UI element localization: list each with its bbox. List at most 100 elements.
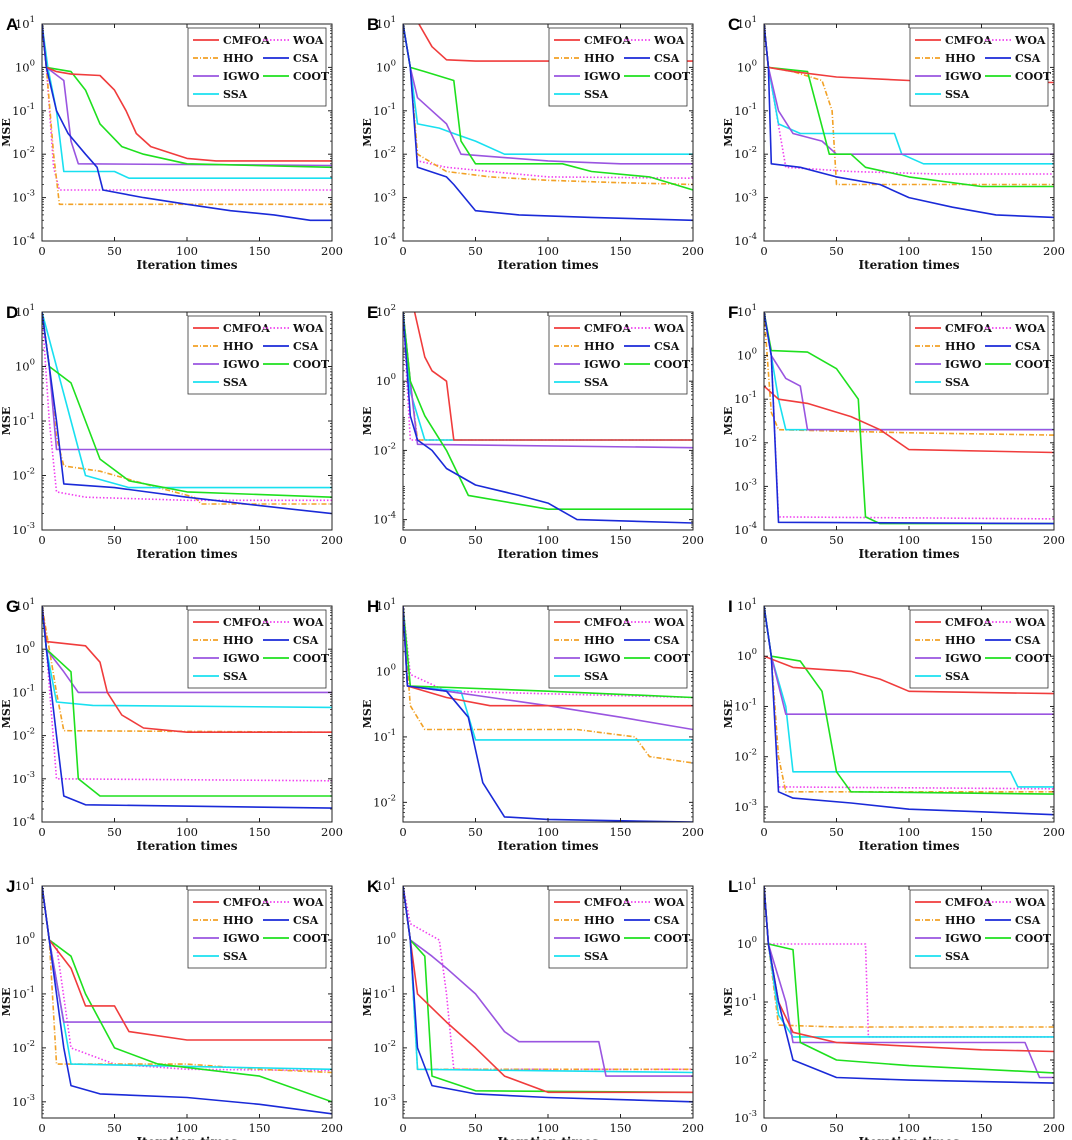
x-tick-label: 50 [829, 825, 844, 839]
legend-label-igwo: IGWO [945, 358, 982, 371]
legend-label-igwo: IGWO [223, 358, 260, 371]
series-line-hho [42, 24, 332, 206]
legend: CMFOA WOA HHO CSA IGWO COOT SSA [187, 609, 330, 689]
x-tick-label: 0 [399, 1121, 406, 1135]
legend-box [187, 27, 327, 107]
series-line-cmfoa [42, 24, 332, 162]
series-line-hho [42, 312, 332, 505]
series-line-hho [403, 606, 693, 764]
y-tick-label: 101 [737, 877, 757, 893]
panel-label: J [6, 877, 15, 896]
series-group [42, 24, 332, 222]
legend-label-coot: COOT [654, 358, 691, 371]
chart-panel-C: 0 50 100 150 200 10-4 10-3 10-2 10-1 100 101 Iterat… [722, 15, 1065, 272]
x-axis-label: Iteration times [136, 839, 237, 853]
x-tick-label: 150 [249, 825, 271, 839]
x-tick-label: 100 [537, 533, 559, 547]
series-group [403, 312, 693, 524]
series-line-csa [403, 886, 693, 1103]
x-axis-label: Iteration times [136, 1135, 237, 1140]
legend-box [909, 315, 1049, 395]
series-line-csa [42, 606, 332, 809]
legend-label-coot: COOT [1015, 358, 1052, 371]
legend: CMFOA WOA HHO CSA IGWO COOT SSA [548, 609, 691, 689]
series-line-csa [403, 24, 693, 222]
legend-label-csa: CSA [1015, 52, 1041, 65]
y-tick-label: 10-2 [734, 434, 757, 450]
x-tick-label: 50 [468, 1121, 483, 1135]
series-line-csa [42, 886, 332, 1115]
y-tick-label: 100 [737, 347, 757, 363]
legend-label-cmfoa: CMFOA [584, 896, 631, 909]
x-tick-label: 200 [1043, 244, 1065, 258]
chart-panel-B: 0 50 100 150 200 10-4 10-3 10-2 10-1 100 101 Iterat… [361, 15, 704, 272]
legend-label-igwo: IGWO [584, 652, 621, 665]
legend-label-hho: HHO [584, 914, 615, 927]
x-tick-label: 50 [468, 825, 483, 839]
y-tick-label: 10-4 [12, 813, 35, 829]
legend-label-igwo: IGWO [945, 652, 982, 665]
x-axis-label: Iteration times [136, 258, 237, 272]
x-tick-label: 100 [537, 825, 559, 839]
x-tick-label: 0 [38, 825, 45, 839]
y-tick-label: 10-2 [734, 145, 757, 161]
legend-label-woa: WOA [653, 896, 685, 909]
legend-label-csa: CSA [293, 340, 319, 353]
legend-label-cmfoa: CMFOA [945, 34, 992, 47]
legend-label-csa: CSA [293, 52, 319, 65]
y-tick-label: 101 [15, 303, 35, 319]
series-line-coot [42, 24, 332, 169]
legend-label-hho: HHO [223, 634, 254, 647]
legend-label-ssa: SSA [223, 376, 248, 389]
y-axis-label: MSE [722, 118, 735, 147]
legend-label-hho: HHO [223, 52, 254, 65]
x-tick-label: 50 [829, 1121, 844, 1135]
series-line-woa [403, 606, 693, 699]
legend-label-woa: WOA [1014, 34, 1046, 47]
legend-label-cmfoa: CMFOA [945, 322, 992, 335]
legend-label-igwo: IGWO [223, 652, 260, 665]
legend-label-csa: CSA [654, 340, 680, 353]
series-line-csa [764, 606, 1054, 816]
y-tick-label: 10-1 [12, 102, 35, 118]
y-tick-label: 10-2 [373, 1039, 396, 1055]
y-tick-label: 10-2 [734, 1051, 757, 1067]
x-tick-label: 200 [682, 244, 704, 258]
x-tick-label: 200 [321, 533, 343, 547]
x-tick-label: 0 [760, 825, 767, 839]
legend-label-cmfoa: CMFOA [223, 616, 270, 629]
x-tick-label: 50 [107, 533, 122, 547]
legend: CMFOA WOA HHO CSA IGWO COOT SSA [548, 27, 691, 107]
chart-panel-I: 0 50 100 150 200 10-3 10-2 10-1 100 101 Iteration … [722, 597, 1065, 853]
chart-panel-E: 0 50 100 150 200 10-4 10-2 100 102 Iteration time… [361, 303, 704, 561]
x-tick-label: 0 [38, 244, 45, 258]
y-tick-label: 10-2 [12, 467, 35, 483]
series-group [764, 886, 1054, 1084]
x-tick-label: 100 [176, 533, 198, 547]
legend: CMFOA WOA HHO CSA IGWO COOT SSA [548, 889, 691, 969]
chart-panel-K: 0 50 100 150 200 10-3 10-2 10-1 100 101 Iteration … [361, 877, 704, 1140]
y-tick-label: 10-3 [12, 189, 35, 205]
legend-box [548, 27, 688, 107]
y-tick-label: 10-2 [373, 793, 396, 809]
series-group [764, 312, 1054, 525]
legend-label-ssa: SSA [584, 376, 609, 389]
y-tick-label: 10-2 [373, 145, 396, 161]
x-tick-label: 0 [38, 533, 45, 547]
y-tick-label: 10-2 [734, 748, 757, 764]
y-tick-label: 10-1 [734, 993, 757, 1009]
x-tick-label: 100 [176, 1121, 198, 1135]
y-tick-label: 101 [15, 877, 35, 893]
y-axis-label: MSE [722, 988, 735, 1017]
panel-label: D [6, 303, 18, 322]
legend-box [909, 609, 1049, 689]
x-tick-label: 0 [38, 1121, 45, 1135]
series-line-coot [42, 886, 332, 1103]
y-tick-label: 100 [15, 358, 35, 374]
y-axis-label: MSE [361, 700, 374, 729]
chart-panel-L: 0 50 100 150 200 10-3 10-2 10-1 100 101 Iteration … [722, 877, 1065, 1140]
legend-label-woa: WOA [292, 896, 324, 909]
series-line-coot [403, 606, 693, 699]
series-line-coot [764, 24, 1054, 188]
